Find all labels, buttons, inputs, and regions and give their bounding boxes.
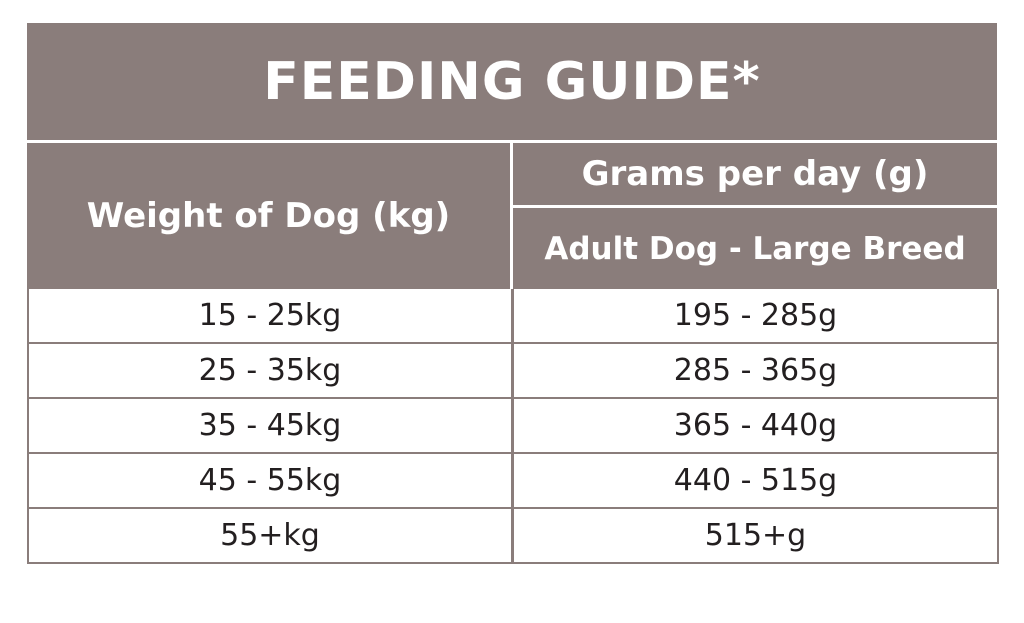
breed-subheader: Adult Dog - Large Breed (513, 208, 997, 289)
grams-cell: 440 - 515g (673, 463, 838, 498)
table-body: 15 - 25kg 195 - 285g 25 - 35kg 285 - 365… (27, 289, 999, 564)
grams-cell: 365 - 440g (673, 408, 838, 443)
table-row: 55+kg 515+g (29, 509, 997, 564)
grams-cell: 515+g (704, 518, 807, 553)
weight-cell: 45 - 55kg (29, 454, 514, 507)
weight-cell: 35 - 45kg (29, 399, 514, 452)
feeding-guide-table: FEEDING GUIDE* Weight of Dog (kg) Grams … (27, 23, 999, 564)
grams-column-header: Grams per day (g) (513, 143, 997, 205)
table-row: 15 - 25kg 195 - 285g (29, 289, 997, 344)
table-row: 35 - 45kg 365 - 440g (29, 399, 997, 454)
weight-cell: 25 - 35kg (29, 344, 514, 397)
weight-column-header: Weight of Dog (kg) (27, 143, 510, 289)
table-row: 45 - 55kg 440 - 515g (29, 454, 997, 509)
grams-cell: 285 - 365g (673, 353, 838, 388)
weight-cell: 15 - 25kg (29, 289, 514, 342)
weight-cell: 55+kg (29, 509, 514, 562)
grams-cell: 195 - 285g (673, 298, 838, 333)
table-title: FEEDING GUIDE* (27, 23, 997, 140)
table-row: 25 - 35kg 285 - 365g (29, 344, 997, 399)
